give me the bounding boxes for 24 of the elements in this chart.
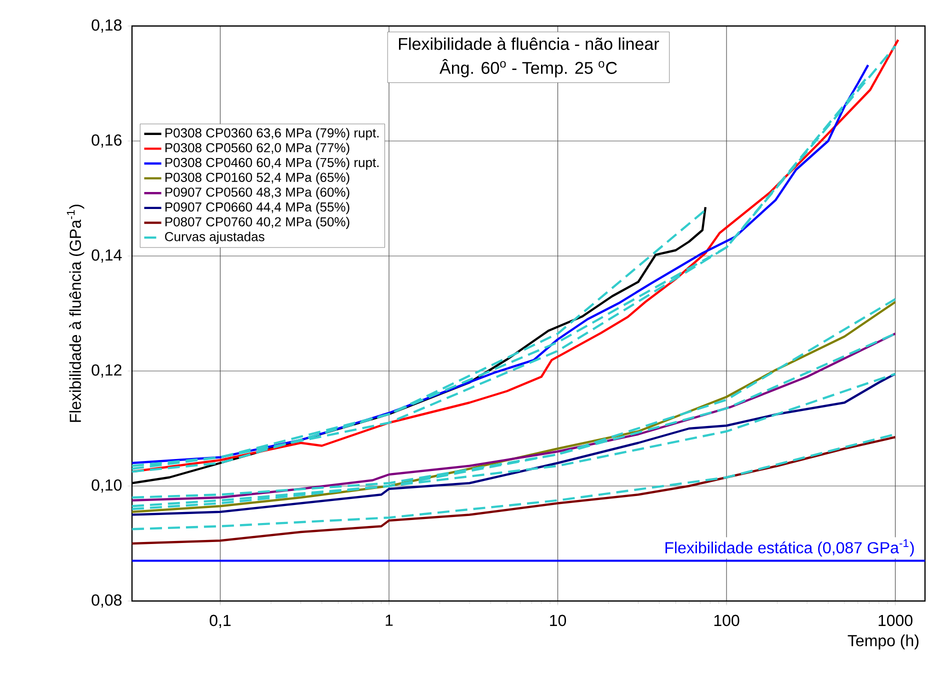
x-tick-label: 10: [550, 614, 566, 626]
legend-label: P0308 CP0360 63,6 MPa (79%) rupt.: [165, 128, 379, 140]
y-tick-label: 0,08: [92, 594, 122, 608]
text: Âng. 60$^{o}$ - Temp. 25 $^{o}$C: [440, 58, 617, 78]
x-tick-label: 1: [386, 614, 393, 626]
y-tick-label: 0,10: [92, 479, 122, 493]
y-axis-title: Flexibilidade à fluência (GPa$^{-1}$): [66, 204, 84, 422]
legend-label: P0308 CP0560 62,0 MPa (77%): [165, 142, 350, 155]
legend-label: P0308 CP0160 52,4 MPa (65%): [165, 172, 350, 185]
y-tick-label: 0,16: [92, 134, 122, 148]
x-tick-label: 0,1: [210, 614, 231, 628]
legend-label: P0907 CP0660 44,4 MPa (55%): [165, 202, 350, 214]
y-tick-label: 0,18: [92, 19, 122, 33]
x-tick-label: 1000: [878, 614, 912, 626]
ref-line-label: Flexibilidade estática (0,087 GPa$^{-1}$): [666, 539, 914, 557]
y-tick-label: 0,12: [92, 364, 122, 378]
legend-label: Curvas ajustadas: [165, 232, 264, 244]
legend-label: P0807 CP0760 40,2 MPa (50%): [165, 216, 350, 229]
y-tick-label: 0,14: [92, 249, 122, 263]
x-axis-title: Tempo (h): [848, 634, 918, 650]
text: Flexibilidade à fluência - não linear: [399, 37, 660, 50]
x-tick-label: 100: [714, 614, 740, 626]
legend-label: P0907 CP0560 48,3 MPa (60%): [165, 187, 350, 200]
legend-label: P0308 CP0460 60,4 MPa (75%) rupt.: [165, 158, 379, 170]
